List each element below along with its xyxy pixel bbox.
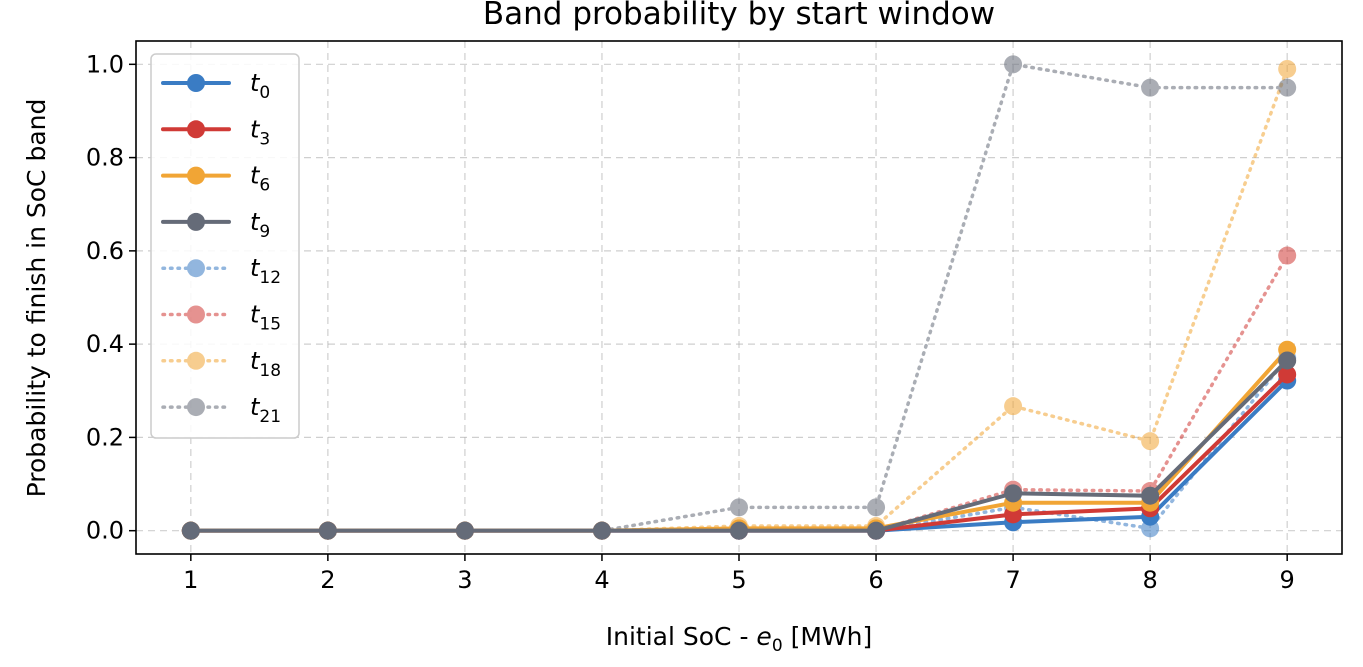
data-point bbox=[1278, 78, 1297, 97]
legend-swatch bbox=[161, 398, 231, 417]
legend-label: t9 bbox=[250, 208, 270, 242]
series-t9 bbox=[181, 351, 1297, 540]
data-point bbox=[867, 498, 886, 517]
y-tick-label: 0.2 bbox=[86, 423, 124, 451]
data-point bbox=[1278, 365, 1297, 384]
legend: t0 t3 t6 t9 t12 t15 t18 t21 bbox=[150, 53, 300, 439]
series-layer bbox=[181, 55, 1297, 540]
y-tick-label: 0.8 bbox=[86, 144, 124, 172]
x-tick-label: 8 bbox=[1142, 566, 1157, 594]
legend-swatch bbox=[161, 305, 231, 324]
legend-label: t18 bbox=[250, 347, 281, 381]
legend-entry-t6: t6 bbox=[161, 162, 270, 196]
legend-swatch bbox=[161, 74, 231, 92]
legend-entry-t18: t18 bbox=[161, 347, 281, 381]
y-tick-label: 0.0 bbox=[86, 517, 124, 545]
legend-entry-t12: t12 bbox=[161, 254, 281, 288]
legend-frame bbox=[150, 53, 300, 439]
legend-entry-t15: t15 bbox=[161, 301, 281, 335]
legend-swatch bbox=[161, 212, 231, 231]
data-point bbox=[1278, 59, 1297, 78]
data-point bbox=[455, 521, 474, 540]
data-point bbox=[1278, 246, 1297, 265]
x-tick-label: 1 bbox=[183, 566, 198, 594]
tick-layer: 1 2 3 4 5 6 7 8 9 0.0 0.2 0.4 0.6 0.8 1.0 bbox=[86, 50, 1295, 594]
x-tick-label: 5 bbox=[731, 566, 746, 594]
data-point bbox=[1004, 55, 1023, 74]
y-tick-label: 0.6 bbox=[86, 237, 124, 265]
data-point bbox=[592, 521, 611, 540]
legend-swatch bbox=[161, 259, 231, 278]
legend-marker bbox=[187, 120, 205, 139]
x-tick-label: 2 bbox=[320, 566, 335, 594]
data-point bbox=[318, 521, 337, 540]
x-axis-label: Initial SoC - e0 [MWh] bbox=[606, 622, 872, 656]
legend-label: t15 bbox=[250, 301, 281, 335]
legend-label: t6 bbox=[250, 162, 270, 196]
chart-title: Band probability by start window bbox=[483, 0, 995, 32]
legend-entry-t3: t3 bbox=[161, 115, 270, 149]
x-tick-label: 7 bbox=[1005, 566, 1020, 594]
x-tick-label: 4 bbox=[594, 566, 609, 594]
legend-marker bbox=[187, 166, 205, 185]
data-point bbox=[1278, 351, 1297, 370]
legend-entry-t21: t21 bbox=[161, 393, 281, 427]
x-tick-label: 3 bbox=[457, 566, 472, 594]
legend-marker bbox=[187, 74, 205, 92]
legend-marker bbox=[187, 398, 205, 417]
data-point bbox=[867, 521, 886, 540]
legend-label: t12 bbox=[250, 254, 281, 288]
legend-marker bbox=[187, 305, 205, 324]
data-point bbox=[181, 521, 200, 540]
data-point bbox=[1004, 484, 1023, 503]
data-point bbox=[1141, 486, 1160, 505]
data-point bbox=[1141, 78, 1160, 97]
data-point bbox=[730, 498, 748, 517]
legend-swatch bbox=[161, 120, 231, 139]
y-axis-label: Probability to finish in SoC band bbox=[22, 99, 51, 498]
data-point bbox=[1141, 432, 1160, 451]
grid-layer bbox=[136, 41, 1342, 554]
legend-label: t21 bbox=[250, 393, 281, 427]
legend-label: t0 bbox=[250, 69, 270, 103]
legend-entry-t0: t0 bbox=[161, 69, 270, 103]
legend-marker bbox=[187, 259, 205, 278]
legend-swatch bbox=[161, 351, 231, 370]
y-tick-label: 1.0 bbox=[86, 50, 124, 78]
legend-marker bbox=[187, 212, 205, 231]
legend-entry-t9: t9 bbox=[161, 208, 270, 242]
legend-marker bbox=[187, 351, 205, 370]
x-tick-label: 9 bbox=[1280, 566, 1295, 594]
data-point bbox=[730, 521, 748, 540]
legend-label: t3 bbox=[250, 115, 270, 149]
y-tick-label: 0.4 bbox=[86, 330, 124, 358]
legend-swatch bbox=[161, 166, 231, 185]
data-point bbox=[1004, 397, 1023, 416]
x-tick-label: 6 bbox=[868, 566, 883, 594]
